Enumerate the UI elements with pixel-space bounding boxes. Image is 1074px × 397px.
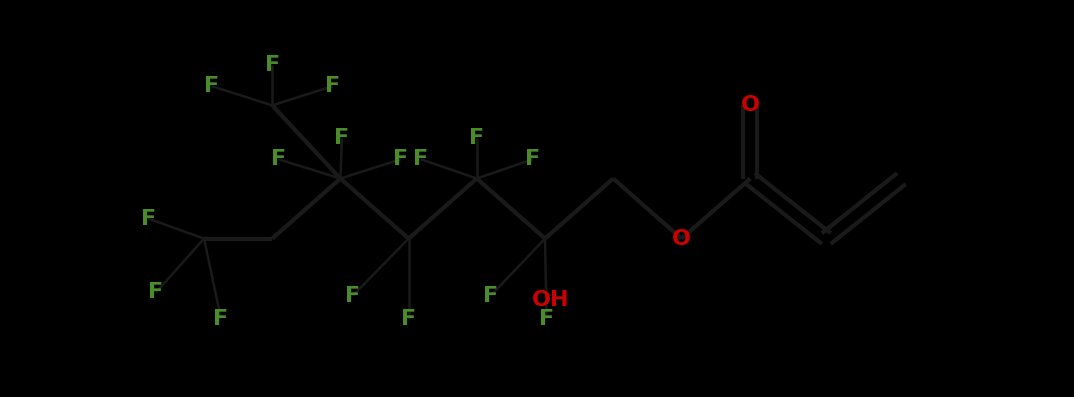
Text: O: O [672, 229, 691, 249]
Text: F: F [204, 76, 219, 96]
Text: F: F [393, 149, 408, 169]
Text: F: F [539, 309, 554, 329]
Text: F: F [325, 76, 340, 96]
Text: F: F [413, 149, 429, 169]
Text: F: F [401, 309, 416, 329]
Text: OH: OH [532, 290, 569, 310]
Text: O: O [741, 95, 760, 116]
Text: F: F [141, 208, 156, 229]
Text: F: F [469, 129, 484, 148]
Text: F: F [148, 283, 163, 303]
Text: F: F [483, 285, 498, 306]
Text: F: F [345, 285, 361, 306]
Text: F: F [334, 129, 349, 148]
Text: F: F [525, 149, 540, 169]
Text: F: F [264, 54, 279, 75]
Text: F: F [271, 149, 286, 169]
Text: F: F [214, 309, 229, 329]
